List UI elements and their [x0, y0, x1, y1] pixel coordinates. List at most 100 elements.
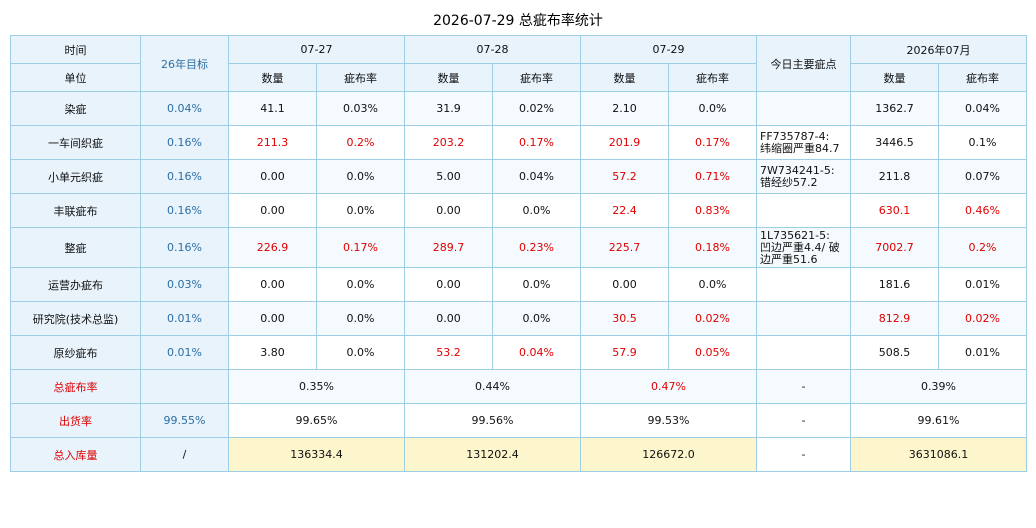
unit-header: 单位 — [10, 63, 141, 92]
summary-label: 总入库量 — [10, 437, 141, 472]
summary-day1: 136334.4 — [228, 437, 405, 472]
value-cell: 181.6 — [850, 267, 939, 302]
summary-label: 总疵布率 — [10, 369, 141, 404]
row-label: 染疵 — [10, 91, 141, 126]
value-cell: 3446.5 — [850, 125, 939, 160]
summary-note: - — [756, 403, 851, 438]
value-cell: 53.2 — [404, 335, 493, 370]
value-cell: 1362.7 — [850, 91, 939, 126]
value-cell: 0.0% — [492, 301, 581, 336]
month-qty-header: 数量 — [850, 63, 939, 92]
value-cell: 0.0% — [668, 267, 757, 302]
value-cell: 0.00 — [580, 267, 669, 302]
value-cell: 0.01% — [938, 267, 1027, 302]
value-cell: 0.04% — [492, 159, 581, 194]
value-cell: 0.04% — [938, 91, 1027, 126]
row-target: 0.01% — [140, 301, 229, 336]
summary-note: - — [756, 369, 851, 404]
value-cell: 812.9 — [850, 301, 939, 336]
value-cell: 0.00 — [228, 267, 317, 302]
summary-day2: 131202.4 — [404, 437, 581, 472]
summary-day2: 99.56% — [404, 403, 581, 438]
main-defect-note — [756, 193, 851, 228]
value-cell: 0.00 — [228, 159, 317, 194]
value-cell: 0.23% — [492, 227, 581, 268]
value-cell: 22.4 — [580, 193, 669, 228]
value-cell: 0.2% — [316, 125, 405, 160]
value-cell: 0.02% — [492, 91, 581, 126]
row-target: 0.03% — [140, 267, 229, 302]
value-cell: 31.9 — [404, 91, 493, 126]
row-target: 0.16% — [140, 159, 229, 194]
value-cell: 203.2 — [404, 125, 493, 160]
summary-row-total-rate: 总疵布率 0.35% 0.44% 0.47% -0.39% — [10, 369, 1027, 404]
main-defect-note — [756, 335, 851, 370]
value-cell: 0.17% — [668, 125, 757, 160]
value-cell: 0.00 — [228, 301, 317, 336]
summary-row-shipping-rate: 出货率 99.55% 99.65% 99.56% 99.53% -99.61% — [10, 403, 1027, 438]
month-rate-header: 疵布率 — [938, 63, 1027, 92]
day1-qty-header: 数量 — [228, 63, 317, 92]
summary-row-total-stock: 总入库量/136334.4 131202.4 126672.0-3631086.1 — [10, 437, 1027, 472]
row-target: 0.04% — [140, 91, 229, 126]
value-cell: 289.7 — [404, 227, 493, 268]
value-cell: 0.0% — [316, 267, 405, 302]
value-cell: 0.05% — [668, 335, 757, 370]
value-cell: 3.80 — [228, 335, 317, 370]
day2-qty-header: 数量 — [404, 63, 493, 92]
summary-month: 3631086.1 — [850, 437, 1027, 472]
day2-header: 07-28 — [404, 35, 581, 64]
table-row: 研究院(技术总监) 0.01% 0.00 0.0% 0.00 0.0% 30.5 0.02% 8… — [10, 301, 1027, 336]
value-cell: 0.03% — [316, 91, 405, 126]
summary-day2: 0.44% — [404, 369, 581, 404]
target-header: 26年目标 — [140, 35, 229, 92]
main-defect-note: 7W734241-5: 错经纱57.2 — [756, 159, 851, 194]
summary-day3: 0.47% — [580, 369, 757, 404]
day2-rate-header: 疵布率 — [492, 63, 581, 92]
value-cell: 0.04% — [492, 335, 581, 370]
value-cell: 0.46% — [938, 193, 1027, 228]
summary-month: 0.39% — [850, 369, 1027, 404]
day1-header: 07-27 — [228, 35, 405, 64]
row-label: 小单元织疵 — [10, 159, 141, 194]
header-row-1: 时间 26年目标 07-27 07-28 07-29 今日主要疵点 2026年0… — [10, 35, 1027, 92]
value-cell: 0.00 — [228, 193, 317, 228]
main-defect-note: 1L735621-5: 凹边严重4.4/ 破边严重51.6 — [756, 227, 851, 268]
main-defect-note — [756, 267, 851, 302]
value-cell: 41.1 — [228, 91, 317, 126]
day3-qty-header: 数量 — [580, 63, 669, 92]
month-header: 2026年07月 — [850, 35, 1027, 64]
table-row: 整疵 0.16% 226.9 0.17% 289.7 0.23% 225.7 0.18% 1L7… — [10, 227, 1027, 268]
value-cell: 0.71% — [668, 159, 757, 194]
value-cell: 0.0% — [492, 267, 581, 302]
value-cell: 225.7 — [580, 227, 669, 268]
value-cell: 0.0% — [492, 193, 581, 228]
row-label: 原纱疵布 — [10, 335, 141, 370]
header-row-2: 单位 数量 疵布率 数量 疵布率 数量 疵布率 数量 疵布率 — [10, 63, 1027, 92]
value-cell: 211.3 — [228, 125, 317, 160]
row-label: 一车间织疵 — [10, 125, 141, 160]
summary-day3: 126672.0 — [580, 437, 757, 472]
time-header: 时间 — [10, 35, 141, 64]
report-title: 2026-07-29 总疵布率统计 — [433, 13, 603, 29]
summary-target — [140, 369, 229, 404]
value-cell: 0.0% — [316, 301, 405, 336]
value-cell: 0.0% — [668, 91, 757, 126]
value-cell: 2.10 — [580, 91, 669, 126]
value-cell: 630.1 — [850, 193, 939, 228]
value-cell: 0.0% — [316, 335, 405, 370]
table-row: 原纱疵布 0.01% 3.80 0.0% 53.2 0.04% 57.9 0.05% 508.5… — [10, 335, 1027, 370]
value-cell: 57.9 — [580, 335, 669, 370]
summary-day3: 99.53% — [580, 403, 757, 438]
main-defect-header: 今日主要疵点 — [756, 35, 851, 92]
value-cell: 211.8 — [850, 159, 939, 194]
value-cell: 0.17% — [316, 227, 405, 268]
summary-target: 99.55% — [140, 403, 229, 438]
row-label: 整疵 — [10, 227, 141, 268]
summary-day1: 0.35% — [228, 369, 405, 404]
value-cell: 0.1% — [938, 125, 1027, 160]
value-cell: 0.02% — [938, 301, 1027, 336]
summary-month: 99.61% — [850, 403, 1027, 438]
row-target: 0.01% — [140, 335, 229, 370]
day3-rate-header: 疵布率 — [668, 63, 757, 92]
